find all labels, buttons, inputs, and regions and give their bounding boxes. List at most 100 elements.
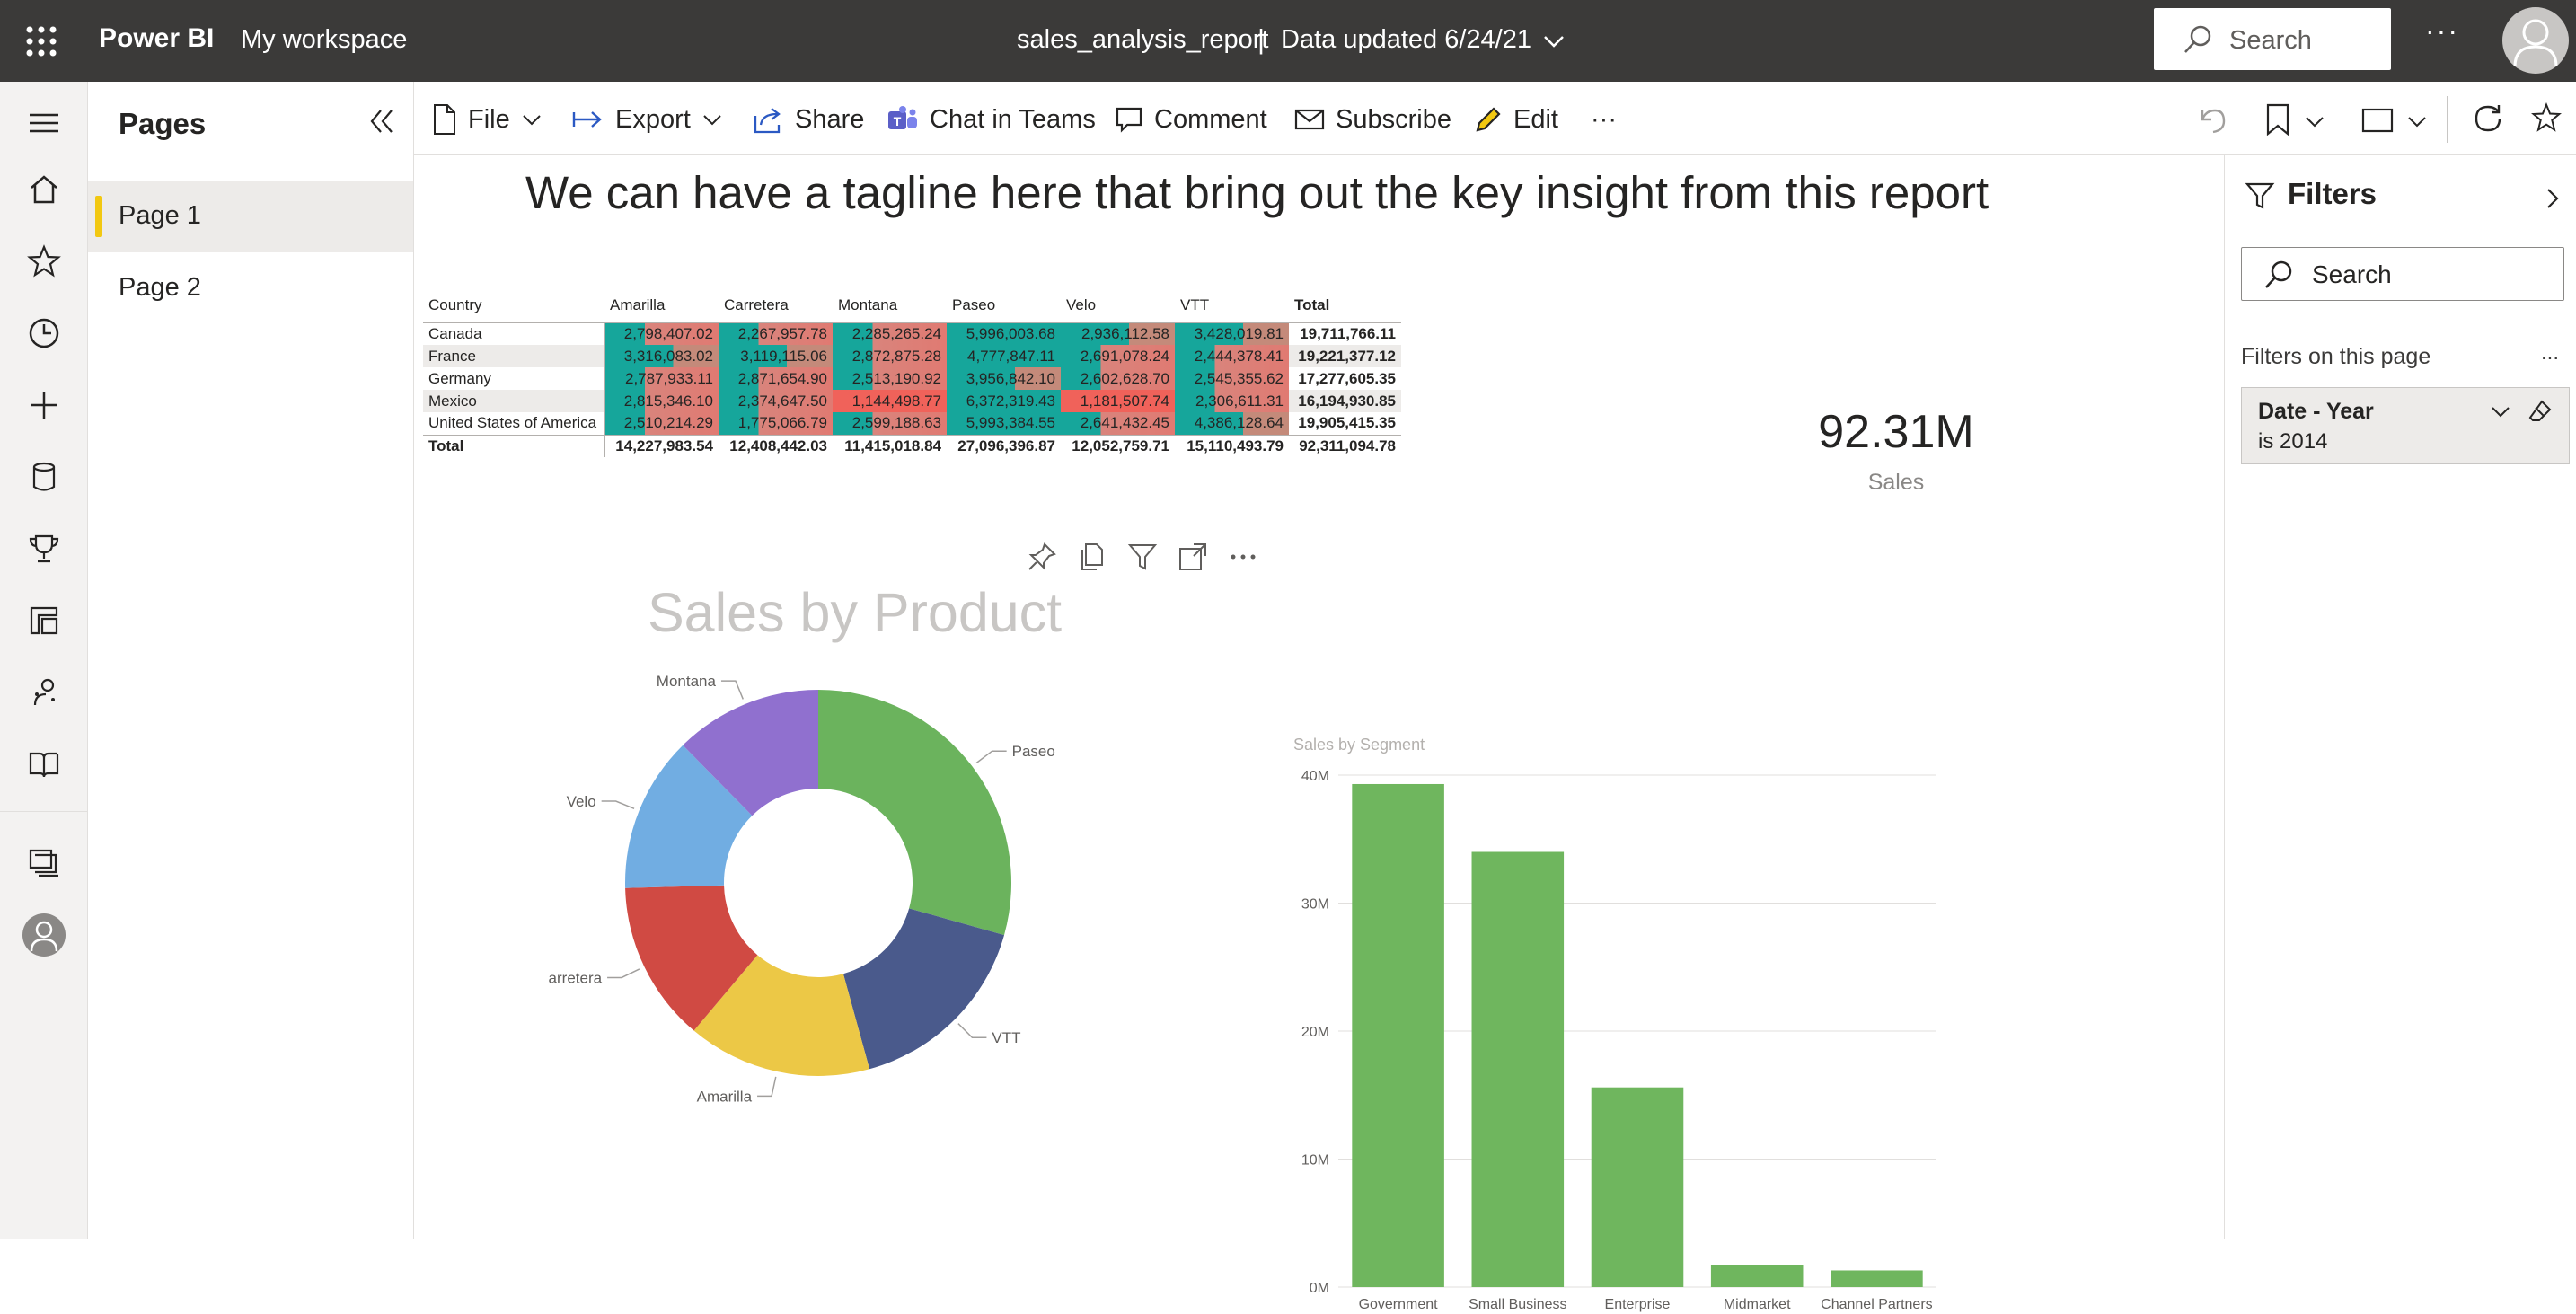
pin-icon[interactable] (1027, 542, 1057, 572)
row-header: Canada (423, 322, 605, 345)
metrics-people-icon[interactable] (26, 675, 62, 710)
y-tick-label: 10M (1301, 1153, 1329, 1168)
donut-leader-line (601, 800, 635, 809)
datasets-icon[interactable] (26, 459, 62, 495)
table-cell-total: 19,711,766.11 (1300, 325, 1396, 342)
bar-government[interactable] (1352, 783, 1444, 1287)
column-header[interactable]: VTT (1175, 288, 1289, 323)
clear-filter-eraser-icon[interactable] (2527, 399, 2553, 424)
table-cell: 2,545,355.62 (1175, 367, 1289, 390)
subscribe-button[interactable]: Subscribe (1294, 101, 1451, 137)
copy-visual-icon[interactable] (1077, 542, 1107, 572)
donut-leader-line (975, 750, 1007, 764)
favorite-star-icon[interactable] (2530, 101, 2563, 134)
filters-search-input[interactable]: Search (2241, 247, 2564, 301)
donut-slice-paseo[interactable] (818, 690, 1011, 936)
page-tab-2[interactable]: Page 2 (88, 253, 413, 324)
table-cell: 12,408,442.03 (719, 434, 833, 457)
table-cell: 3,956,842.10 (947, 367, 1061, 390)
refresh-icon[interactable] (2471, 101, 2505, 136)
bar-midmarket[interactable] (1710, 1265, 1804, 1287)
chat-label: Chat in Teams (930, 104, 1096, 134)
toolbar-divider (2447, 96, 2448, 143)
filter-card-value: is 2014 (2258, 429, 2328, 454)
star-icon[interactable] (26, 243, 62, 279)
more-options-icon[interactable] (1228, 542, 1258, 572)
goals-trophy-icon[interactable] (26, 531, 62, 567)
apps-icon[interactable] (26, 603, 62, 639)
filter-card-date-year[interactable]: Date - Year is 2014 (2241, 387, 2570, 464)
column-header[interactable]: Country (423, 288, 604, 323)
workspaces-icon[interactable] (26, 845, 62, 881)
bar-channel-partners[interactable] (1831, 1270, 1923, 1287)
recent-clock-icon[interactable] (26, 315, 62, 351)
table-cell: 4,777,847.11 (947, 345, 1061, 367)
donut-slice-carretera[interactable] (625, 885, 758, 1031)
export-menu-button[interactable]: Export (572, 101, 734, 137)
search-input[interactable]: Search (2154, 8, 2391, 70)
bar-small-business[interactable] (1471, 851, 1565, 1288)
data-updated[interactable]: Data updated 6/24/21 (1281, 25, 1531, 54)
app-launcher-icon[interactable] (25, 25, 57, 57)
column-header[interactable]: Velo (1061, 288, 1175, 323)
table-cell: 3,119,115.06 (719, 345, 833, 367)
x-tick-label: Channel Partners (1821, 1297, 1933, 1312)
view-icon[interactable] (2361, 107, 2394, 134)
donut-slice-velo[interactable] (625, 745, 753, 888)
donut-slice-vtt[interactable] (842, 908, 1005, 1070)
workspace-link[interactable]: My workspace (241, 25, 408, 54)
column-header[interactable]: Paseo (947, 288, 1061, 323)
chevron-down-icon[interactable] (2490, 401, 2511, 422)
hamburger-menu-icon[interactable] (26, 105, 62, 141)
report-canvas: We can have a tagline here that bring ou… (414, 155, 2044, 1312)
create-plus-icon[interactable] (26, 387, 62, 423)
table-cell: 2,787,933.11 (604, 367, 719, 390)
sales-matrix[interactable]: Country Amarilla Carretera Montana Paseo… (423, 288, 1401, 457)
share-button[interactable]: Share (752, 101, 864, 137)
profile-avatar[interactable] (22, 913, 66, 957)
sales-by-product-donut[interactable]: Paseo VTT Amarilla Carretera Velo Montana (549, 658, 1088, 1305)
chevron-down-icon[interactable] (2304, 110, 2325, 132)
comment-button[interactable]: Comment (1115, 101, 1267, 137)
title-separator: | (1257, 23, 1266, 55)
table-cell: 2,285,265.24 (833, 322, 947, 345)
focus-mode-icon[interactable] (1178, 542, 1208, 572)
column-header[interactable]: Carretera (719, 288, 833, 323)
table-cell: 1,144,498.77 (833, 390, 947, 412)
donut-chart-title: Sales by Product (648, 582, 1063, 643)
chevron-down-icon[interactable] (1541, 29, 1566, 54)
more-options-button[interactable]: ··· (2425, 14, 2459, 47)
teams-icon: T (888, 106, 917, 129)
filters-more-button[interactable]: ... (2541, 340, 2560, 365)
bar-enterprise[interactable] (1591, 1087, 1684, 1287)
sales-by-segment-bar-chart[interactable]: Sales by Segment 0M 10M 20M 30M 40M Governmen… (1272, 569, 1963, 1314)
table-cell: 2,872,875.28 (833, 345, 947, 367)
column-header[interactable]: Montana (833, 288, 947, 323)
file-menu-button[interactable]: File (432, 101, 553, 137)
filters-pane: Filters Search Filters on this page ... … (2224, 155, 2576, 1239)
export-label: Export (615, 104, 691, 134)
collapse-pane-icon[interactable] (363, 103, 399, 139)
user-avatar[interactable] (2502, 7, 2569, 74)
kpi-card-value: 92.31M (1818, 406, 1974, 458)
chevron-down-icon[interactable] (2406, 110, 2428, 132)
filter-icon[interactable] (1127, 542, 1158, 572)
brand-name[interactable]: Power BI (99, 23, 215, 53)
learn-book-icon[interactable] (26, 746, 62, 782)
donut-label: Carretera (549, 969, 603, 986)
expand-pane-chevron-icon[interactable] (2541, 186, 2563, 211)
y-tick-label: 30M (1301, 897, 1329, 913)
undo-icon[interactable] (2195, 103, 2228, 136)
more-actions-button[interactable]: ··· (1591, 101, 1617, 137)
bookmark-icon[interactable] (2264, 103, 2291, 136)
page-tab-1[interactable]: Page 1 (88, 181, 413, 252)
report-title[interactable]: sales_analysis_report (1017, 25, 1269, 54)
table-cell-total: 19,221,377.12 (1289, 345, 1401, 367)
column-header[interactable]: Total (1289, 288, 1401, 323)
donut-slice-montana[interactable] (683, 690, 818, 816)
edit-button[interactable]: Edit (1474, 101, 1558, 137)
chat-in-teams-button[interactable]: T Chat in Teams (887, 101, 1096, 137)
column-header[interactable]: Amarilla (604, 288, 719, 323)
home-icon[interactable] (26, 172, 62, 207)
donut-slice-amarilla[interactable] (693, 955, 870, 1076)
